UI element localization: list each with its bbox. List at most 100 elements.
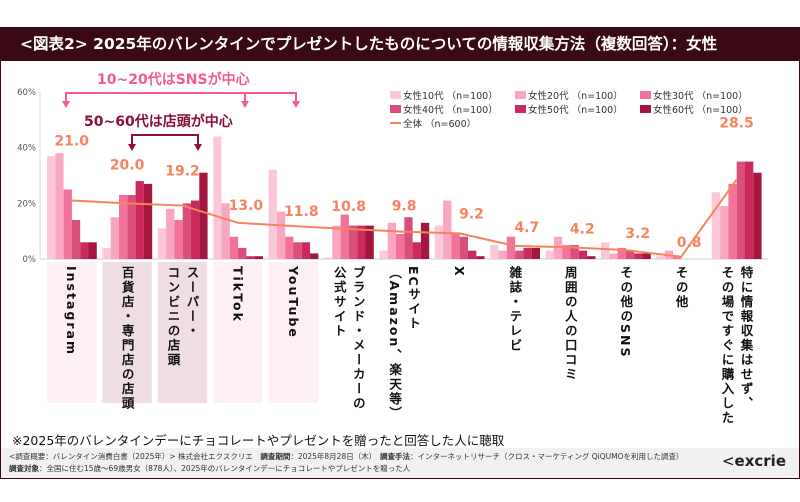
target-label: 調査対象 [9, 464, 39, 473]
legend-label: 全体 （n=600） [403, 119, 477, 130]
category-label: スーパー・ コンビニの店頭 [158, 262, 207, 403]
bar [459, 236, 468, 259]
bar [420, 222, 430, 259]
data-label: 11.8 [284, 204, 319, 220]
bar [587, 256, 596, 259]
bar [246, 256, 255, 259]
data-label: 28.5 [719, 116, 754, 132]
bar [673, 256, 682, 259]
bar [736, 161, 745, 259]
legend-label: 女性40代 （n=100） [403, 105, 498, 116]
bar [728, 183, 737, 259]
bar [55, 153, 64, 259]
bar [720, 206, 729, 259]
bar [468, 250, 477, 259]
legend-swatch [515, 91, 526, 99]
bar [174, 220, 183, 259]
data-label: 10.8 [331, 199, 366, 215]
annotation-store: 50~60代は店頭が中心 [84, 114, 233, 130]
bar [545, 250, 554, 259]
data-label: 20.0 [110, 157, 145, 173]
bar [656, 256, 665, 259]
category-label-text: ブランド・メーカーの 公式サイト [331, 266, 366, 411]
arrow-down-icon [128, 144, 136, 151]
data-label: 0.8 [677, 235, 702, 251]
category-label-text: その他のSNS [618, 266, 634, 359]
bar [268, 169, 277, 259]
legend-swatch [640, 105, 651, 113]
bar [498, 250, 507, 259]
legend-item-total: 全体 （n=600） [390, 116, 476, 130]
footer-survey: <調査概要：バレンタイン消費白書（2025年）> 株式会社エクスクリエ [9, 452, 253, 461]
bar [47, 156, 56, 259]
data-label: 19.2 [165, 164, 200, 180]
category-label-text: その他 [673, 266, 689, 310]
bar [80, 242, 89, 259]
bar [166, 208, 175, 259]
data-label: 9.8 [392, 199, 417, 215]
category-label: 百貨店・専門店の店頭 [102, 262, 151, 411]
footer: <調査概要：バレンタイン消費白書（2025年）> 株式会社エクスクリエ 調査期間… [1, 448, 799, 478]
bar [617, 247, 626, 259]
bar [357, 225, 366, 259]
bar [562, 245, 571, 259]
logo-text: excrie [734, 452, 786, 470]
bar [238, 247, 247, 259]
bar [110, 217, 119, 259]
bar [531, 247, 540, 259]
bar [412, 242, 421, 259]
bar [119, 194, 128, 259]
bar [71, 220, 81, 259]
bar [578, 250, 588, 259]
bar [634, 253, 643, 259]
legend-item: 女性30代 （n=100） [640, 88, 748, 102]
category-label: ECサイト （Amazon、楽天等） [379, 262, 428, 421]
arrow-down-icon [241, 101, 249, 108]
bar [199, 172, 208, 259]
logo: <excrie [721, 452, 786, 470]
bar [506, 236, 516, 259]
bar [404, 217, 413, 259]
category-label-text: X [452, 266, 467, 278]
legend-label: 女性50代 （n=100） [528, 105, 623, 116]
bar [642, 253, 651, 259]
bar [753, 172, 762, 259]
bar [301, 242, 311, 259]
bar [523, 247, 532, 259]
legend-item: 女性50代 （n=100） [515, 102, 623, 116]
category-label-text: YouTube [285, 266, 301, 339]
category-label-text: ECサイト （Amazon、楽天等） [387, 266, 422, 421]
bar [324, 257, 333, 259]
legend-swatch [390, 91, 401, 99]
y-tick-label: 60% [17, 88, 36, 98]
category-background [268, 262, 318, 403]
arrow-down-icon [292, 101, 300, 108]
bar [310, 253, 319, 259]
category-label-text: 特に情報収集はせず、 その場ですぐに購入した [719, 266, 754, 426]
bar [63, 189, 72, 259]
category-label: TikTok [213, 262, 262, 403]
category-background [102, 262, 152, 403]
bar [601, 242, 610, 259]
data-label: 4.7 [514, 220, 539, 236]
legend-line [390, 122, 401, 124]
note: ※2025年のバレンタインデーにチョコレートやプレゼントを贈ったと回答した人に聴… [12, 433, 505, 448]
data-label: 21.0 [54, 134, 89, 150]
period: ：2025年8月28日（木） [290, 452, 373, 461]
data-label: 4.2 [570, 221, 595, 237]
category-label-text: Instagram [64, 266, 80, 356]
y-tick-label: 20% [17, 199, 36, 209]
bar [451, 233, 460, 259]
category-label: ブランド・メーカーの 公式サイト [324, 262, 373, 411]
y-tick-label: 0% [23, 255, 37, 265]
bar [745, 161, 754, 259]
target: ：全国に住む15歳～69歳男女（878人）、2025年のバレンタインデーにチョコ… [39, 464, 411, 473]
sns-bracket [65, 92, 297, 103]
legend-label: 女性60代 （n=100） [653, 105, 748, 116]
bar [609, 253, 618, 259]
bar [229, 236, 239, 259]
legend-item: 女性60代 （n=100） [640, 102, 748, 116]
bar [443, 200, 452, 259]
store-bracket [131, 134, 199, 146]
